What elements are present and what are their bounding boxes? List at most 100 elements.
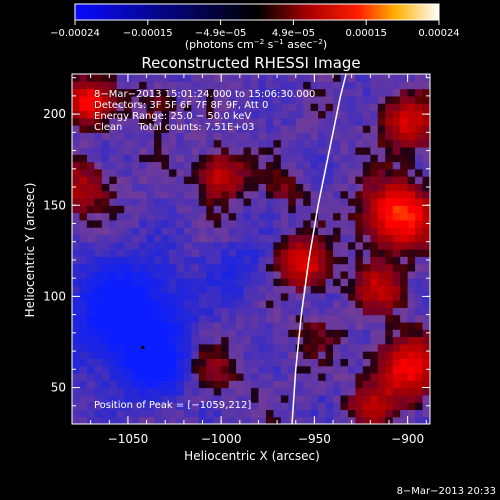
- heatmap-cell: [347, 358, 357, 367]
- heatmap-cell: [325, 336, 334, 345]
- heatmap-cell: [161, 387, 170, 396]
- heatmap-cell: [79, 270, 88, 279]
- heatmap-cell: [325, 161, 334, 170]
- heatmap-cell: [347, 307, 357, 316]
- heatmap-cell: [206, 416, 215, 424]
- heatmap-cell: [116, 227, 125, 236]
- heatmap-cell: [161, 409, 170, 418]
- heatmap-cell: [109, 263, 118, 272]
- heatmap-cell: [362, 343, 371, 352]
- heatmap-cell: [318, 103, 327, 112]
- heatmap-cell: [407, 212, 416, 221]
- heatmap-cell: [206, 358, 215, 367]
- heatmap-cell: [415, 125, 424, 133]
- heatmap-cell: [213, 146, 222, 155]
- heatmap-cell: [146, 249, 155, 257]
- heatmap-cell: [377, 227, 386, 236]
- heatmap-cell: [146, 336, 155, 345]
- heatmap-cell: [221, 88, 230, 97]
- heatmap-cell: [362, 241, 371, 250]
- heatmap-cell: [325, 402, 334, 411]
- heatmap-cell: [265, 263, 274, 272]
- heatmap-cell: [400, 409, 409, 418]
- heatmap-cell: [228, 285, 237, 294]
- heatmap-cell: [176, 285, 185, 294]
- heatmap-cell: [377, 336, 386, 345]
- heatmap-cell: [86, 278, 95, 287]
- heatmap-cell: [79, 154, 88, 163]
- heatmap-cell: [400, 351, 409, 359]
- heatmap-cell: [415, 387, 424, 396]
- heatmap-cell: [124, 409, 133, 418]
- heatmap-cell: [392, 358, 401, 367]
- heatmap-cell: [176, 402, 185, 411]
- heatmap-cell: [161, 197, 170, 206]
- heatmap-cell: [124, 343, 133, 352]
- heatmap-cell: [154, 409, 163, 418]
- heatmap-cell: [355, 387, 364, 396]
- heatmap-cell: [168, 351, 178, 359]
- heatmap-cell: [415, 81, 424, 90]
- heatmap-cell: [318, 190, 327, 199]
- heatmap-cell: [116, 329, 125, 338]
- heatmap-cell: [325, 278, 334, 287]
- heatmap-cell: [370, 81, 379, 90]
- heatmap-cell: [213, 212, 222, 221]
- heatmap-cell: [191, 212, 200, 221]
- heatmap-cell: [198, 227, 207, 236]
- heatmap-cell: [400, 380, 409, 389]
- heatmap-cell: [303, 183, 312, 192]
- heatmap-cell: [265, 212, 274, 221]
- heatmap-cell: [176, 387, 185, 396]
- heatmap-cell: [221, 132, 230, 141]
- heatmap-cell: [370, 234, 379, 243]
- heatmap-cell: [86, 409, 95, 418]
- heatmap-cell: [415, 314, 424, 323]
- heatmap-cell: [243, 146, 252, 155]
- heatmap-cell: [154, 139, 163, 148]
- heatmap-cell: [94, 154, 103, 163]
- heatmap-cell: [251, 416, 260, 424]
- heatmap-cell: [124, 285, 133, 294]
- heatmap-cell: [355, 380, 364, 389]
- heatmap-cell: [243, 285, 252, 294]
- heatmap-cell: [273, 197, 282, 206]
- heatmap-cell: [94, 270, 103, 279]
- heatmap-cell: [333, 409, 342, 418]
- heatmap-cell: [79, 329, 88, 338]
- heatmap-cell: [146, 380, 155, 389]
- heatmap-cell: [407, 343, 416, 352]
- heatmap-cell: [124, 387, 133, 396]
- heatmap-cell: [124, 161, 133, 170]
- heatmap-cell: [258, 241, 267, 250]
- heatmap-cell: [400, 314, 409, 323]
- heatmap-cell: [362, 176, 371, 184]
- heatmap-cell: [221, 205, 230, 214]
- heatmap-cell: [362, 256, 371, 265]
- heatmap-cell: [176, 351, 185, 359]
- heatmap-cell: [303, 249, 312, 257]
- heatmap-cell: [154, 256, 163, 265]
- heatmap-cell: [347, 351, 357, 359]
- heatmap-cell: [370, 380, 379, 389]
- heatmap-cell: [251, 351, 260, 359]
- heatmap-cell: [213, 278, 222, 287]
- heatmap-cell: [295, 343, 304, 352]
- heatmap-cell: [333, 146, 342, 155]
- heatmap-cell: [265, 249, 274, 257]
- info-line-detectors: Detectors: 3F 5F 6F 7F 8F 9F, Att 0: [94, 100, 268, 111]
- heatmap-cell: [415, 263, 424, 272]
- heatmap-cell: [124, 117, 133, 126]
- heatmap-cell: [236, 380, 245, 389]
- heatmap-cell: [228, 132, 237, 141]
- heatmap-cell: [236, 81, 245, 90]
- heatmap-cell: [94, 343, 103, 352]
- heatmap-cell: [422, 176, 430, 184]
- heatmap-cell: [295, 197, 304, 206]
- heatmap-cell: [221, 139, 230, 148]
- heatmap-cell: [101, 74, 110, 82]
- heatmap-cell: [392, 249, 401, 257]
- heatmap-cell: [228, 168, 237, 177]
- heatmap-cell: [251, 234, 260, 243]
- heatmap-cell: [303, 125, 312, 133]
